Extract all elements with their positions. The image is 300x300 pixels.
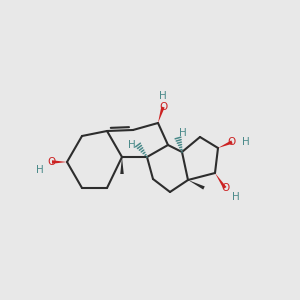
Text: O: O (159, 102, 167, 112)
Text: H: H (242, 137, 250, 147)
Text: H: H (36, 165, 44, 175)
Polygon shape (188, 180, 205, 190)
Text: H: H (179, 128, 187, 138)
Text: H: H (232, 192, 240, 202)
Polygon shape (158, 106, 165, 123)
Text: H: H (159, 91, 167, 101)
Polygon shape (120, 157, 124, 174)
Text: O: O (228, 137, 236, 147)
Text: O: O (221, 183, 229, 193)
Polygon shape (218, 140, 233, 148)
Text: H: H (128, 140, 136, 150)
Polygon shape (52, 160, 67, 164)
Polygon shape (215, 173, 226, 189)
Text: O: O (48, 157, 56, 167)
